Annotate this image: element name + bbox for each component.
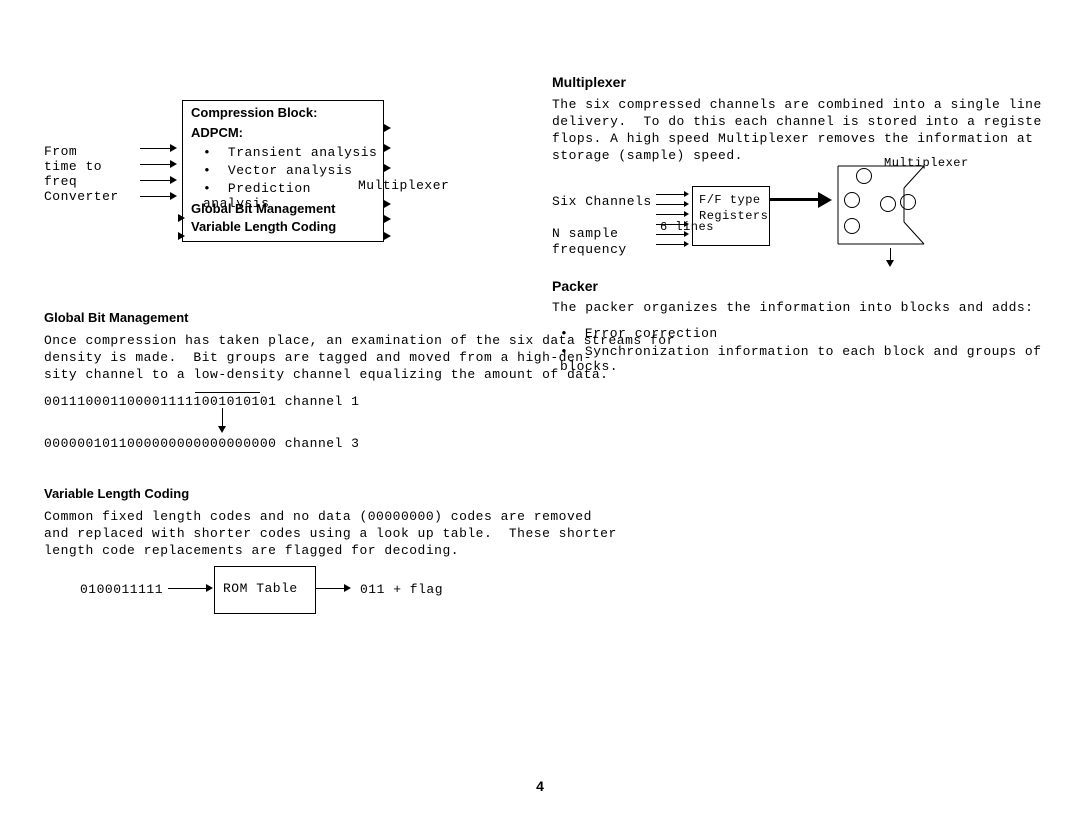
thick-arrow-line	[770, 198, 820, 201]
gbm-row-label: Global Bit Management	[191, 201, 335, 216]
adpcm-item-2: • Vector analysis	[203, 163, 352, 178]
arrow-icon	[384, 164, 391, 172]
register-box: F/F type Registers	[692, 186, 770, 246]
from-converter-label: From time to freq Converter	[44, 144, 119, 204]
multiplexer-text: The six compressed channels are combined…	[552, 96, 1080, 164]
arrow-icon	[384, 144, 391, 152]
arrow-line	[168, 588, 208, 589]
mux-node	[844, 218, 860, 234]
gbm-bits-line2: 0000001011000000000000000000 channel 3	[44, 436, 359, 451]
six-lines-label: 6 lines	[660, 220, 714, 234]
arrow-icon	[384, 124, 391, 132]
page-number: 4	[0, 778, 1080, 794]
packer-text: The packer organizes the information int…	[552, 300, 1080, 315]
arrow-icon	[384, 200, 391, 208]
rom-table-label: ROM Table	[215, 567, 315, 610]
rom-table-box: ROM Table	[214, 566, 316, 614]
vlc-output-bits: 011 + flag	[360, 582, 443, 597]
arrow-icon	[178, 214, 185, 222]
frequency-label: frequency	[552, 242, 627, 257]
mux-node	[880, 196, 896, 212]
arrow-down-icon	[886, 260, 894, 267]
gbm-bits-line1: 0011100011000011111001010101 channel 1	[44, 394, 359, 409]
arrow-down-icon	[218, 426, 226, 433]
mux-node	[856, 168, 872, 184]
arrow-icon	[206, 584, 213, 592]
compression-block-title: Compression Block:	[191, 105, 317, 120]
ff-type-label: F/F type	[699, 193, 761, 207]
adpcm-item-1: • Transient analysis	[203, 145, 377, 160]
compression-output-label: Multiplexer	[358, 178, 449, 193]
arrow-icon	[344, 584, 351, 592]
arrow-icon	[384, 215, 391, 223]
packer-section-title: Packer	[552, 278, 598, 294]
adpcm-label: ADPCM:	[191, 125, 243, 140]
mux-node	[844, 192, 860, 208]
compression-block-box: Compression Block: ADPCM: • Transient an…	[182, 100, 384, 242]
n-sample-label: N sample	[552, 226, 618, 241]
packer-item-2: • Synchronization information to each bl…	[560, 344, 1080, 374]
vlc-row-label: Variable Length Coding	[191, 219, 336, 234]
gbm-section-title: Global Bit Management	[44, 310, 188, 325]
multiplexer-section-title: Multiplexer	[552, 74, 626, 90]
mux-node	[900, 194, 916, 210]
vlc-input-bits: 0100011111	[80, 582, 163, 597]
overline-1	[195, 392, 260, 393]
vlc-text: Common fixed length codes and no data (0…	[44, 508, 684, 559]
big-arrow-icon	[818, 192, 832, 208]
arrow-line	[222, 408, 223, 428]
arrow-line	[316, 588, 346, 589]
vlc-section-title: Variable Length Coding	[44, 486, 189, 501]
packer-item-1: • Error correction	[560, 326, 718, 341]
arrow-icon	[384, 232, 391, 240]
arrow-icon	[178, 232, 185, 240]
six-channels-label: Six Channels	[552, 194, 652, 209]
